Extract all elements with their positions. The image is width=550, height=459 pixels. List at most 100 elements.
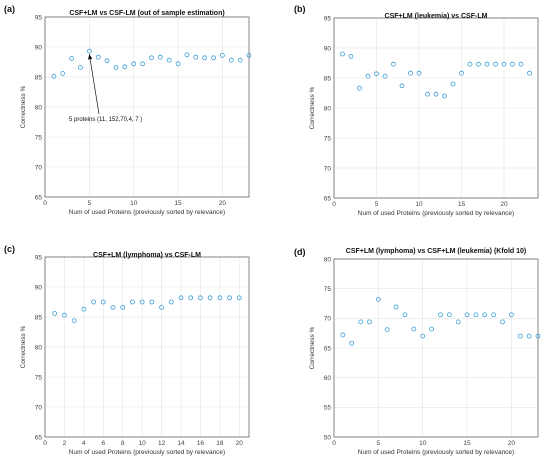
y-tick-label: 80 <box>35 104 43 111</box>
data-point <box>62 312 67 318</box>
data-point <box>86 48 92 54</box>
data-point <box>95 54 101 60</box>
y-axis-label: Correctness % <box>309 326 316 369</box>
chart-panel-d: 0 5 10 15 20 50 55 60 65 70 75 80 Num of used Protei… <box>294 247 541 456</box>
annotation-text: 5 proteins (11, 152,70,4, 7 ) <box>69 117 142 123</box>
x-tick-label: 2 <box>63 440 67 447</box>
y-tick-label: 80 <box>35 344 43 351</box>
y-tick-label: 85 <box>324 75 332 82</box>
data-point <box>149 299 155 305</box>
data-point <box>473 312 479 318</box>
data-point <box>357 85 362 91</box>
data-point <box>149 55 154 61</box>
y-tick-label: 85 <box>35 74 43 81</box>
data-point <box>207 295 213 301</box>
data-point <box>52 310 58 316</box>
data-point <box>60 71 66 76</box>
data-point <box>228 57 234 63</box>
data-point <box>464 312 470 318</box>
data-point <box>159 304 164 310</box>
chart-title: CSF+LM vs CSF-LM (out of sample estimati… <box>69 10 224 17</box>
data-point <box>508 312 514 318</box>
data-point <box>411 326 417 332</box>
data-point <box>122 64 128 70</box>
x-tick-label: 12 <box>158 440 166 447</box>
panel-label: (a) <box>4 4 15 14</box>
data-point <box>202 55 208 61</box>
x-tick-label: 10 <box>419 440 427 447</box>
x-tick-label: 8 <box>121 440 125 447</box>
chart-title: CSF+LM (leukemia) vs CSF-LM <box>385 13 488 20</box>
y-tick-label: 90 <box>35 284 43 291</box>
data-point <box>120 304 126 310</box>
data-point <box>484 61 490 67</box>
x-tick-label: 0 <box>43 440 47 447</box>
x-tick-label: 20 <box>219 200 227 207</box>
data-point <box>420 333 426 339</box>
x-axis-label: Num of used Proteins (previously sorted … <box>69 449 225 456</box>
x-tick-label: 0 <box>332 440 336 447</box>
data-point <box>375 296 381 302</box>
data-point <box>425 91 430 97</box>
data-point <box>459 70 464 76</box>
data-point <box>113 65 119 70</box>
data-point <box>382 73 388 79</box>
x-tick-label: 10 <box>139 440 147 447</box>
data-point <box>157 54 163 60</box>
plot-frame <box>44 256 250 438</box>
data-point <box>51 74 57 79</box>
annotation-arrowhead <box>87 54 93 60</box>
data-point <box>518 61 524 67</box>
y-tick-label: 65 <box>324 195 332 202</box>
x-tick-label: 10 <box>415 201 423 208</box>
data-point <box>348 54 354 59</box>
y-tick-label: 65 <box>324 345 332 352</box>
data-point <box>246 53 252 58</box>
y-tick-label: 95 <box>35 254 43 261</box>
y-tick-label: 55 <box>324 405 332 412</box>
data-point <box>227 295 232 301</box>
chart-panel-c: 0 2 4 6 8 10 12 14 16 18 20 65 70 75 80 85 90 95 Num of us… <box>4 244 250 456</box>
data-point <box>340 332 346 338</box>
data-point <box>526 333 532 339</box>
data-point <box>399 83 405 89</box>
data-point <box>110 304 116 310</box>
x-tick-label: 20 <box>500 201 508 208</box>
data-point <box>450 81 456 87</box>
y-tick-label: 90 <box>35 44 43 51</box>
chart-title: CSF+LM (lymphoma) vs CSF+LM (leukemia) (… <box>346 248 526 255</box>
data-point <box>91 299 96 305</box>
y-axis-label: Correctness % <box>309 86 316 129</box>
data-point <box>219 53 225 58</box>
data-point <box>175 61 181 67</box>
y-tick-label: 70 <box>324 316 332 323</box>
x-tick-label: 15 <box>463 440 471 447</box>
data-point <box>365 73 371 79</box>
data-point <box>500 319 505 325</box>
data-point <box>438 312 443 318</box>
y-tick-label: 70 <box>324 165 332 172</box>
plot-frame <box>333 17 539 199</box>
data-point <box>391 61 396 67</box>
panel-label: (c) <box>4 244 15 254</box>
chart-panel-b: 0 5 10 15 20 65 70 75 80 85 90 95 Num of used Protei… <box>294 4 539 217</box>
data-point <box>455 319 461 325</box>
data-point <box>211 55 216 61</box>
y-tick-label: 75 <box>324 135 332 142</box>
data-point <box>535 333 541 339</box>
x-tick-label: 10 <box>130 200 138 207</box>
x-tick-label: 5 <box>88 200 92 207</box>
y-tick-label: 65 <box>35 194 43 201</box>
x-tick-label: 0 <box>43 200 47 207</box>
x-tick-label: 0 <box>332 201 336 208</box>
data-point <box>393 304 399 310</box>
x-axis-label: Num of used Proteins (previously sorted … <box>358 210 514 217</box>
x-tick-label: 4 <box>82 440 86 447</box>
data-point <box>140 61 145 67</box>
data-point <box>188 295 194 301</box>
data-point <box>491 312 497 318</box>
panel-label: (d) <box>294 247 306 257</box>
data-point <box>78 65 83 70</box>
data-point <box>493 61 498 67</box>
